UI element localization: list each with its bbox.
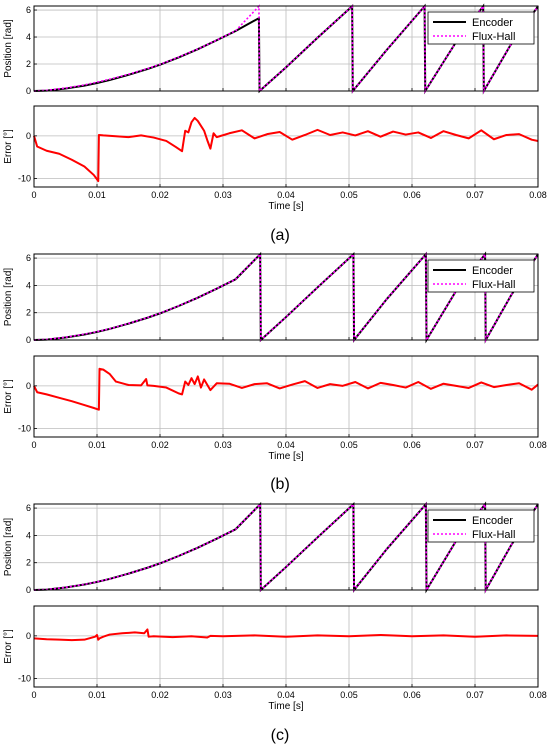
error-line [33, 367, 539, 411]
y-tick-label: 6 [26, 253, 31, 263]
x-axis-label: Time [s] [268, 701, 303, 712]
legend-flux-hall-label: Flux-Hall [472, 31, 515, 43]
y-tick-label: -10 [18, 423, 31, 433]
y-tick-label: 4 [26, 280, 31, 290]
error-line [33, 628, 539, 642]
y-tick-label: 2 [26, 308, 31, 318]
x-tick-label: 0.03 [214, 190, 232, 200]
x-tick-label: 0 [31, 690, 36, 700]
legend-encoder-label: Encoder [472, 265, 513, 277]
y-axis-label: Error [°] [3, 629, 14, 664]
x-tick-label: 0.08 [529, 690, 547, 700]
x-tick-label: 0.01 [88, 690, 106, 700]
legend-encoder-label: Encoder [472, 515, 513, 527]
caption-b: (b) [270, 476, 290, 493]
x-tick-label: 0.03 [214, 690, 232, 700]
legend: Encoder Flux-Hall [427, 259, 535, 293]
legend-box [427, 509, 535, 543]
x-axis-label: Time [s] [268, 201, 303, 212]
y-tick-label: 0 [26, 631, 31, 641]
y-tick-label: 0 [26, 585, 31, 595]
x-tick-label: 0.04 [277, 690, 295, 700]
y-axis-label: Position [rad] [3, 19, 14, 78]
x-tick-label: 0.07 [466, 190, 484, 200]
y-axis-label: Error [°] [3, 379, 14, 414]
y-tick-label: 2 [26, 558, 31, 568]
series-flux-hall-line [33, 501, 539, 593]
x-tick-label: 0.03 [214, 440, 232, 450]
legend-flux-hall-label: Flux-Hall [472, 529, 515, 541]
x-tick-label: 0.08 [529, 190, 547, 200]
x-tick-label: 0 [31, 190, 36, 200]
y-axis-label: Error [°] [3, 129, 14, 164]
legend: Encoder Flux-Hall [427, 509, 535, 543]
chart-b-position: 0 2 4 6 Position [rad] Encoder Flux-Hall [3, 251, 539, 345]
x-tick-label: 0.06 [403, 440, 421, 450]
y-tick-label: 0 [26, 381, 31, 391]
x-tick-label: 0 [31, 440, 36, 450]
y-tick-label: 4 [26, 32, 31, 42]
y-tick-label: 6 [26, 503, 31, 513]
y-axis-label: Position [rad] [3, 268, 14, 327]
legend-flux-hall-label: Flux-Hall [472, 279, 515, 291]
x-tick-label: 0.02 [151, 190, 169, 200]
legend: Encoder Flux-Hall [427, 11, 535, 45]
legend-encoder-label: Encoder [472, 17, 513, 29]
x-tick-label: 0.01 [88, 190, 106, 200]
caption-a: (a) [270, 227, 290, 244]
x-tick-label: 0.08 [529, 440, 547, 450]
x-tick-label: 0.02 [151, 440, 169, 450]
x-tick-label: 0.07 [466, 690, 484, 700]
y-tick-label: -10 [18, 673, 31, 683]
x-tick-label: 0.04 [277, 440, 295, 450]
legend-box [427, 11, 535, 45]
series-flux-hall-line [33, 251, 539, 343]
y-tick-label: 0 [26, 131, 31, 141]
y-tick-label: 0 [26, 335, 31, 345]
y-tick-label: 4 [26, 530, 31, 540]
x-tick-label: 0.05 [340, 190, 358, 200]
x-tick-label: 0.05 [340, 690, 358, 700]
chart-c-position: 0 2 4 6 Position [rad] Encoder Flux-Hall [3, 501, 539, 595]
x-tick-label: 0.06 [403, 190, 421, 200]
x-tick-label: 0.02 [151, 690, 169, 700]
x-tick-label: 0.01 [88, 440, 106, 450]
x-tick-label: 0.07 [466, 440, 484, 450]
y-tick-label: 2 [26, 59, 31, 69]
chart-a-position: 0 2 4 6 Position [rad] Encoder Flux-Hall [3, 3, 539, 96]
y-tick-label: 0 [26, 86, 31, 96]
y-axis-label: Position [rad] [3, 518, 14, 577]
legend-box [427, 259, 535, 293]
caption-c: (c) [271, 727, 290, 744]
x-tick-label: 0.06 [403, 690, 421, 700]
x-tick-label: 0.05 [340, 440, 358, 450]
x-tick-label: 0.04 [277, 190, 295, 200]
y-tick-label: 6 [26, 5, 31, 15]
error-line [33, 116, 539, 183]
x-axis-label: Time [s] [268, 451, 303, 462]
y-tick-label: -10 [18, 173, 31, 183]
